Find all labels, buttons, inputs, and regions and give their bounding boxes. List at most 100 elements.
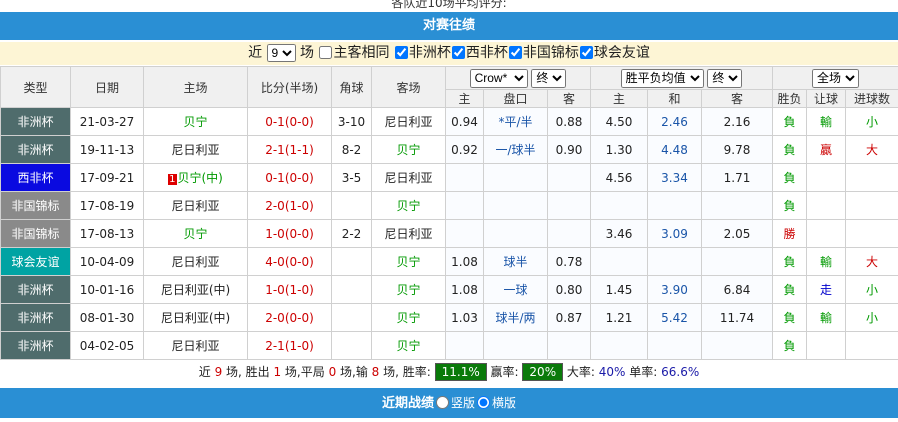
league-checkbox[interactable] bbox=[394, 46, 408, 59]
cell-text: 一球 bbox=[503, 283, 528, 297]
cell-text: 贝宁 bbox=[396, 283, 421, 297]
odds-stage-select[interactable]: 终 bbox=[531, 68, 567, 88]
cell-o-home: 1.03 bbox=[445, 303, 484, 332]
cell-text: 輸 bbox=[820, 311, 833, 325]
cell-score: 0-1(0-0) bbox=[247, 163, 332, 192]
euro-stage-select[interactable]: 终 bbox=[707, 68, 743, 88]
count-select[interactable]: 9 bbox=[266, 44, 296, 62]
odds-company-select[interactable]: Crow* bbox=[469, 68, 528, 88]
scope-select[interactable]: 全场 bbox=[812, 68, 860, 88]
cell-type: 非洲杯 bbox=[0, 135, 71, 164]
cell-e-home: 4.56 bbox=[590, 163, 648, 192]
summary-part: 赢率: bbox=[486, 365, 523, 379]
cell-corner: 3-10 bbox=[331, 107, 372, 136]
cell-text: 3-5 bbox=[341, 170, 362, 185]
cell-text: 小 bbox=[866, 283, 879, 297]
cell-corner: 8-2 bbox=[331, 135, 372, 164]
cell-home: 尼日利亚 bbox=[143, 191, 248, 220]
cell-text: 17-08-13 bbox=[79, 226, 135, 241]
cell-o-line: 球半 bbox=[483, 247, 548, 276]
summary-part: 场, 胜率: bbox=[379, 365, 435, 379]
cell-text: 尼日利亚 bbox=[171, 339, 220, 353]
cell-text: 負 bbox=[783, 339, 796, 353]
same-home-checkbox[interactable] bbox=[319, 46, 333, 59]
cell-o-away bbox=[547, 163, 591, 192]
cell-text: 04-02-05 bbox=[79, 338, 135, 353]
cell-date: 08-01-30 bbox=[70, 303, 144, 332]
cell-text: 勝 bbox=[783, 227, 796, 241]
cell-type: 非洲杯 bbox=[0, 303, 71, 332]
cell-o-away bbox=[547, 219, 591, 248]
cell-away: 贝宁 bbox=[371, 331, 446, 360]
cell-o-line: 球半/两 bbox=[483, 303, 548, 332]
top-note: 各队近10场平均评分: bbox=[391, 0, 507, 10]
cell-e-home bbox=[590, 331, 648, 360]
cell-ou bbox=[845, 163, 898, 192]
cell-text: 10-01-16 bbox=[79, 282, 135, 297]
cell-e-draw: 3.09 bbox=[647, 219, 702, 248]
cell-date: 21-03-27 bbox=[70, 107, 144, 136]
summary: 近 9 场, 胜出 1 场,平局 0 场,输 8 场, 胜率: 11.1% 赢率… bbox=[0, 362, 898, 382]
cell-text: 3.90 bbox=[661, 282, 688, 297]
league-label: 非洲杯 bbox=[408, 45, 451, 61]
cell-ou: 小 bbox=[845, 275, 898, 304]
cell-text: 輸 bbox=[820, 255, 833, 269]
summary-part: 1 bbox=[273, 365, 282, 379]
sub-header: 让球 bbox=[806, 89, 847, 108]
summary-part: 9 bbox=[214, 365, 223, 379]
sub-header: 主 bbox=[590, 89, 648, 108]
league-checkbox[interactable] bbox=[579, 46, 593, 59]
cell-home: 贝宁 bbox=[143, 107, 248, 136]
cell-text: 非洲杯 bbox=[17, 311, 54, 325]
league-checkbox[interactable] bbox=[451, 46, 465, 59]
cell-type: 球会友谊 bbox=[0, 247, 71, 276]
cell-text: 17-09-21 bbox=[79, 170, 135, 185]
cell-ou: 小 bbox=[845, 107, 898, 136]
cell-text: 5.42 bbox=[661, 310, 688, 325]
match-row: 非国锦标 17-08-13 贝宁 1-0(0-0) 2-2 尼日利亚 3.46 3.09 2.0… bbox=[0, 219, 898, 248]
cell-text: 2-2 bbox=[341, 226, 362, 241]
cell-o-line bbox=[483, 163, 548, 192]
league-checkbox[interactable] bbox=[508, 46, 522, 59]
cell-text: 非国锦标 bbox=[11, 199, 60, 213]
cell-score: 2-0(1-0) bbox=[247, 191, 332, 220]
cell-text: 尼日利亚 bbox=[171, 199, 220, 213]
cell-e-away: 11.74 bbox=[700, 303, 774, 332]
cell-e-home: 1.45 bbox=[590, 275, 648, 304]
filter-suffix: 场 bbox=[300, 45, 314, 61]
cell-corner bbox=[331, 331, 372, 360]
cell-text: 3.46 bbox=[605, 226, 633, 241]
odds-header: Crow* 终 bbox=[445, 66, 591, 90]
cell-date: 17-09-21 bbox=[70, 163, 144, 192]
cell-o-home: 1.08 bbox=[445, 247, 484, 276]
cell-o-home bbox=[445, 191, 484, 220]
cell-hc: 輸 bbox=[806, 247, 847, 276]
cell-text: 2.46 bbox=[661, 114, 688, 129]
cell-o-line: 一/球半 bbox=[483, 135, 548, 164]
cell-text: 贝宁(中) bbox=[177, 171, 223, 185]
cell-e-home: 3.46 bbox=[590, 219, 648, 248]
cell-text: 大 bbox=[866, 255, 879, 269]
cell-text: 1.08 bbox=[451, 282, 478, 297]
layout-radio[interactable] bbox=[435, 396, 449, 409]
cell-text: 贝宁 bbox=[183, 115, 208, 129]
cell-corner: 3-5 bbox=[331, 163, 372, 192]
layout-radio[interactable] bbox=[477, 396, 490, 409]
filter-prefix: 近 bbox=[248, 45, 263, 61]
cell-date: 17-08-19 bbox=[70, 191, 144, 220]
euro-company-select[interactable]: 胜平负均值 bbox=[620, 68, 704, 88]
match-row: 非洲杯 21-03-27 贝宁 0-1(0-0) 3-10 尼日利亚 0.94 *平/半 0.8… bbox=[0, 107, 898, 136]
cell-text: *平/半 bbox=[498, 115, 533, 129]
cell-away: 尼日利亚 bbox=[371, 163, 446, 192]
cell-text: 一/球半 bbox=[495, 143, 536, 157]
cell-o-home: 0.94 bbox=[445, 107, 484, 136]
cell-o-home: 0.92 bbox=[445, 135, 484, 164]
cell-res: 負 bbox=[772, 275, 808, 304]
cell-ou bbox=[845, 219, 898, 248]
col-header: 客场 bbox=[371, 66, 446, 108]
cell-text: 4.50 bbox=[605, 114, 633, 129]
cell-corner bbox=[331, 247, 372, 276]
cell-e-home: 1.21 bbox=[590, 303, 648, 332]
cell-score: 4-0(0-0) bbox=[247, 247, 332, 276]
cell-date: 04-02-05 bbox=[70, 331, 144, 360]
